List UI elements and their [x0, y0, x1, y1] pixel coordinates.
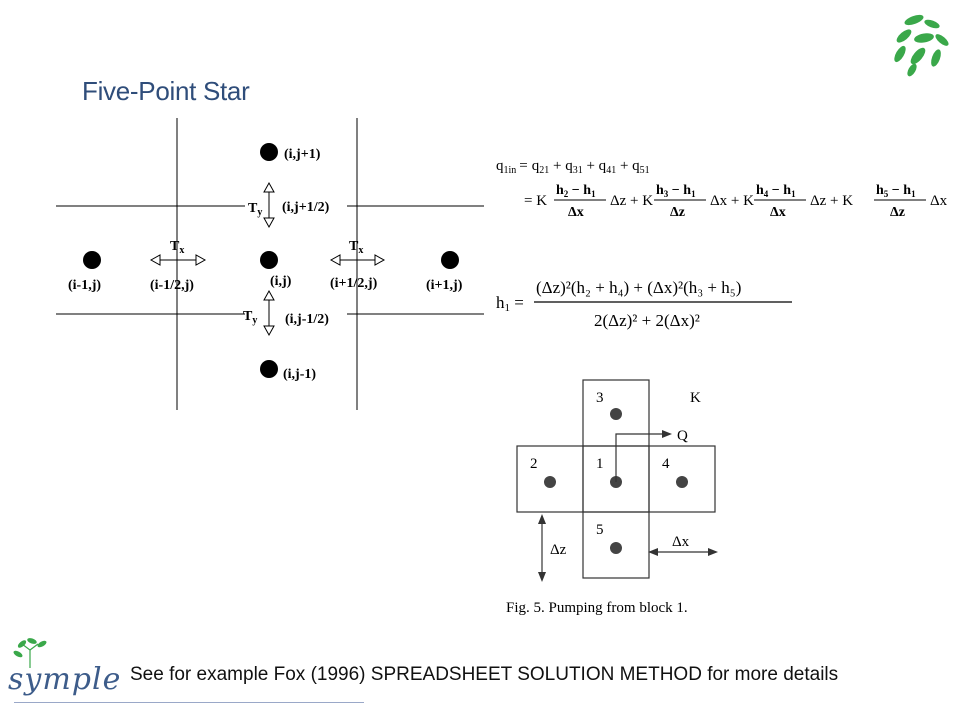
label-right: (i+1,j) [426, 278, 463, 293]
symple-logo-text: symple [8, 662, 122, 697]
svg-text:Δx: Δx [930, 193, 948, 209]
svg-text:h1 =: h1 = [496, 293, 524, 314]
svg-text:q1in=q21 + q31 + q41 + q51: q1in = q21 + q31 + q41 + q51 [496, 158, 650, 176]
svg-text:h2 − h1: h2 − h1 [556, 183, 596, 199]
block-label-5: 5 [596, 522, 604, 538]
block-label-4: 4 [662, 456, 670, 472]
label-left-half: (i-1/2,j) [150, 278, 194, 293]
svg-text:h5 − h1: h5 − h1 [876, 183, 916, 199]
label-top: (i,j+1) [284, 147, 321, 162]
slide-title: Five-Point Star [82, 76, 250, 106]
figure-caption: Fig. 5. Pumping from block 1. [506, 600, 688, 616]
tx-arrow-left [149, 254, 207, 266]
svg-text:Δz: Δz [670, 205, 685, 220]
node-left [83, 251, 101, 269]
symple-logo-icon [13, 638, 47, 668]
dz-label: Δz [550, 542, 567, 558]
svg-text:Δz + K: Δz + K [610, 193, 653, 209]
label-right-half: (i+1/2,j) [330, 276, 378, 291]
node-bottom [260, 360, 278, 378]
block-label-2: 2 [530, 456, 538, 472]
figure5-block-diagram: 3 2 1 4 5 K Q Δz Δx Fig. 5. Pumping from… [506, 379, 718, 616]
block-label-1: 1 [596, 456, 604, 472]
label-left: (i-1,j) [68, 278, 101, 293]
svg-text:= K: = K [524, 193, 547, 209]
svg-text:h4 − h1: h4 − h1 [756, 183, 796, 199]
svg-text:Δz: Δz [890, 205, 905, 220]
h1-equation: h1 = (Δz)²(h₂ + h₄) + (Δx)²(h₃ + h₅) 2(Δ… [496, 278, 792, 330]
svg-text:Δx: Δx [770, 205, 786, 220]
q-label: Q [677, 428, 688, 444]
dx-label: Δx [672, 534, 690, 550]
node-right [441, 251, 459, 269]
k-label: K [690, 390, 701, 406]
flux-equation: q1in = q21 + q31 + q41 + q51 = K h2 − h1 Δ… [496, 158, 948, 220]
label-top-half: (i,j+1/2) [282, 200, 330, 215]
block-label-3: 3 [596, 390, 604, 406]
node-center [260, 251, 278, 269]
label-bottom: (i,j-1) [283, 367, 316, 382]
tx-label-left: Tx [170, 239, 184, 256]
h1-denominator: 2(Δz)² + 2(Δx)² [594, 311, 700, 330]
node-top [260, 143, 278, 161]
svg-text:Δx + K: Δx + K [710, 193, 754, 209]
ty-arrow-bottom [263, 289, 275, 337]
tx-label-right: Tx [349, 239, 363, 256]
label-center: (i,j) [270, 274, 292, 289]
footnote: See for example Fox (1996) SPREADSHEET S… [130, 664, 839, 685]
ty-label-top: Ty [248, 201, 262, 218]
label-bottom-half: (i,j-1/2) [285, 312, 329, 327]
five-point-star-diagram: Tx Tx Ty Ty (i,j+1) (i,j+1/2) (i-1,j) (i… [56, 118, 484, 410]
h1-numerator: (Δz)²(h₂ + h₄) + (Δx)²(h₃ + h₅) [536, 278, 741, 297]
logo-underline [14, 702, 364, 703]
ty-arrow-top [263, 181, 275, 229]
svg-text:Δz + K: Δz + K [810, 193, 853, 209]
svg-text:h3 − h1: h3 − h1 [656, 183, 696, 199]
tx-arrow-right [329, 254, 386, 266]
ty-label-bottom: Ty [243, 309, 257, 326]
svg-text:Δx: Δx [568, 205, 584, 220]
leaf-cluster-icon [894, 14, 949, 77]
